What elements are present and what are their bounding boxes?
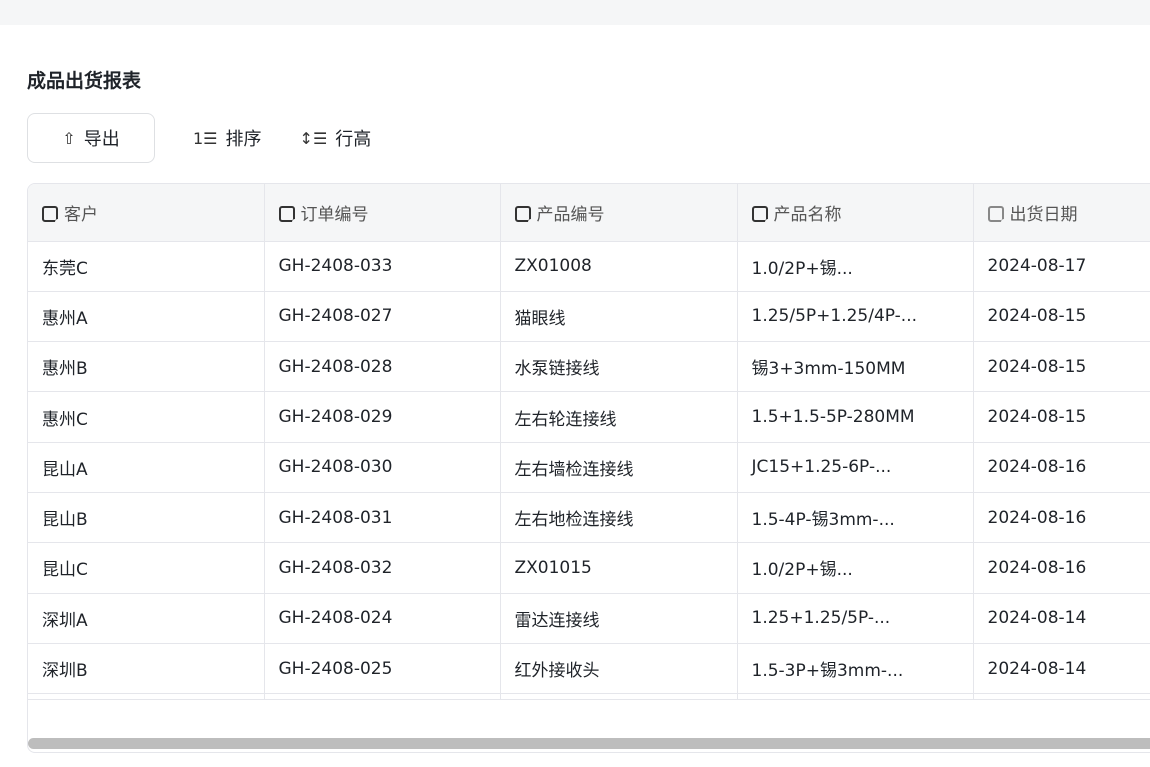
table-cell[interactable]: GH-2408-028 [264,341,501,393]
column-header[interactable]: 产品名称 [737,184,974,242]
column-header[interactable]: 产品编号 [500,184,738,242]
table-cell[interactable]: 2024-08-15 [973,291,1150,343]
table-cell[interactable]: ZX01015 [500,542,738,594]
text-field-icon [514,205,534,225]
table-cell [973,693,1150,701]
table-cell[interactable]: 2024-08-17 [973,241,1150,292]
table-cell[interactable]: 1.25+1.25/5P-... [737,593,974,644]
column-header-label: 产品名称 [773,204,842,225]
table-cell [737,693,974,701]
table-cell[interactable]: 2024-08-15 [973,391,1150,443]
column-header-label: 客户 [64,204,98,225]
table-cell[interactable]: 2024-08-16 [973,492,1150,544]
table-row[interactable]: 深圳A GH-2408-024 雷达连接线 1.25+1.25/5P-... 2024-… [28,593,1150,644]
table-cell[interactable]: 惠州C [28,391,265,443]
table-row[interactable]: 深圳B GH-2408-025 红外接收头 1.5-3P+锡3mm-... 2024-0… [28,643,1150,695]
column-header-label: 订单编号 [300,204,369,225]
table-cell [500,693,738,701]
table-cell[interactable]: 1.5+1.5-5P-280MM [737,391,974,443]
table-cell[interactable]: 水泵链接线 [500,341,738,393]
table-cell[interactable]: GH-2408-030 [264,442,501,493]
column-header-label: 产品编号 [536,204,605,225]
upload-icon: ⇧ [62,128,76,148]
table-cell[interactable]: 2024-08-14 [973,643,1150,695]
top-bar [0,0,1150,25]
table-row[interactable]: 惠州B GH-2408-028 水泵链接线 锡3+3mm-150MM 2024-08-1… [28,341,1150,393]
table-cell[interactable]: 东莞C [28,241,265,292]
table-cell[interactable]: ZX01008 [500,241,738,292]
table-cell[interactable]: 1.0/2P+锡... [737,241,974,292]
column-header-label: 出货日期 [1009,204,1078,225]
horizontal-scrollbar[interactable] [28,738,1150,749]
sort-icon: 1☰ [193,128,218,148]
table-cell[interactable]: 锡3+3mm-150MM [737,341,974,393]
row-height-button[interactable]: ↕☰ 行高 [300,125,372,151]
table-cell[interactable]: 昆山A [28,442,265,493]
column-header[interactable]: 客户 [28,184,265,242]
table-cell[interactable]: 2024-08-14 [973,593,1150,644]
table-cell[interactable]: 昆山C [28,542,265,594]
table-cell[interactable]: 惠州B [28,341,265,393]
table-row[interactable]: 昆山C GH-2408-032 ZX01015 1.0/2P+锡... 2024-08-… [28,542,1150,594]
toolbar: ⇧ 导出 1☰ 排序 ↕☰ 行高 [27,113,371,163]
table-cell[interactable]: 惠州A [28,291,265,343]
table-cell[interactable]: 雷达连接线 [500,593,738,644]
table-cell[interactable]: 2024-08-16 [973,542,1150,594]
table-cell[interactable]: GH-2408-027 [264,291,501,343]
table-row[interactable]: 惠州C GH-2408-029 左右轮连接线 1.5+1.5-5P-280MM 2024… [28,391,1150,443]
table-cell[interactable]: 左右轮连接线 [500,391,738,443]
table-cell [264,693,501,701]
table-cell[interactable]: 1.0/2P+锡... [737,542,974,594]
table-cell[interactable]: 深圳B [28,643,265,695]
date-field-icon [987,205,1007,225]
table-cell[interactable]: GH-2408-025 [264,643,501,695]
table-cell[interactable]: GH-2408-029 [264,391,501,443]
table-cell [28,693,265,701]
table-cell[interactable]: 1.25/5P+1.25/4P-... [737,291,974,343]
table-cell[interactable]: 红外接收头 [500,643,738,695]
table-cell[interactable]: GH-2408-024 [264,593,501,644]
sort-button[interactable]: 1☰ 排序 [193,125,262,151]
table-cell[interactable]: 1.5-3P+锡3mm-... [737,643,974,695]
table-row[interactable]: 东莞C GH-2408-033 ZX01008 1.0/2P+锡... 2024-08-… [28,241,1150,292]
table-row[interactable]: 昆山A GH-2408-030 左右墙检连接线 JC15+1.25-6P-... 202… [28,442,1150,493]
table-cell[interactable]: 深圳A [28,593,265,644]
export-button[interactable]: ⇧ 导出 [27,113,155,163]
text-field-icon [42,205,61,225]
table-row[interactable]: 惠州A GH-2408-027 猫眼线 1.25/5P+1.25/4P-... 2024… [28,291,1150,343]
column-header[interactable]: 出货日期 [973,184,1150,242]
table-cell[interactable]: 左右地检连接线 [500,492,738,544]
table-cell[interactable]: 1.5-4P-锡3mm-... [737,492,974,544]
table-cell[interactable]: GH-2408-033 [264,241,501,292]
table-cell[interactable]: 2024-08-16 [973,442,1150,493]
sort-label: 排序 [225,129,262,150]
table-cell[interactable]: 昆山B [28,492,265,544]
column-header[interactable]: 订单编号 [264,184,501,242]
table-row-partial [28,693,1150,701]
table-cell[interactable]: JC15+1.25-6P-... [737,442,974,493]
table-cell[interactable]: 左右墙检连接线 [500,442,738,493]
table-row[interactable]: 昆山B GH-2408-031 左右地检连接线 1.5-4P-锡3mm-... 2024… [28,492,1150,544]
table-cell[interactable]: GH-2408-032 [264,542,501,594]
data-table: 客户 订单编号 产品编号 产品名称 出货日期 东莞C GH-2408-033 ZX01008… [27,183,1150,753]
page-title: 成品出货报表 [27,70,142,92]
text-field-icon [278,205,298,225]
table-cell[interactable]: GH-2408-031 [264,492,501,544]
export-label: 导出 [83,129,120,150]
row-height-icon: ↕☰ [299,128,328,148]
text-field-icon [751,205,771,225]
row-height-label: 行高 [335,129,372,150]
table-cell[interactable]: 猫眼线 [500,291,738,343]
table-cell[interactable]: 2024-08-15 [973,341,1150,393]
